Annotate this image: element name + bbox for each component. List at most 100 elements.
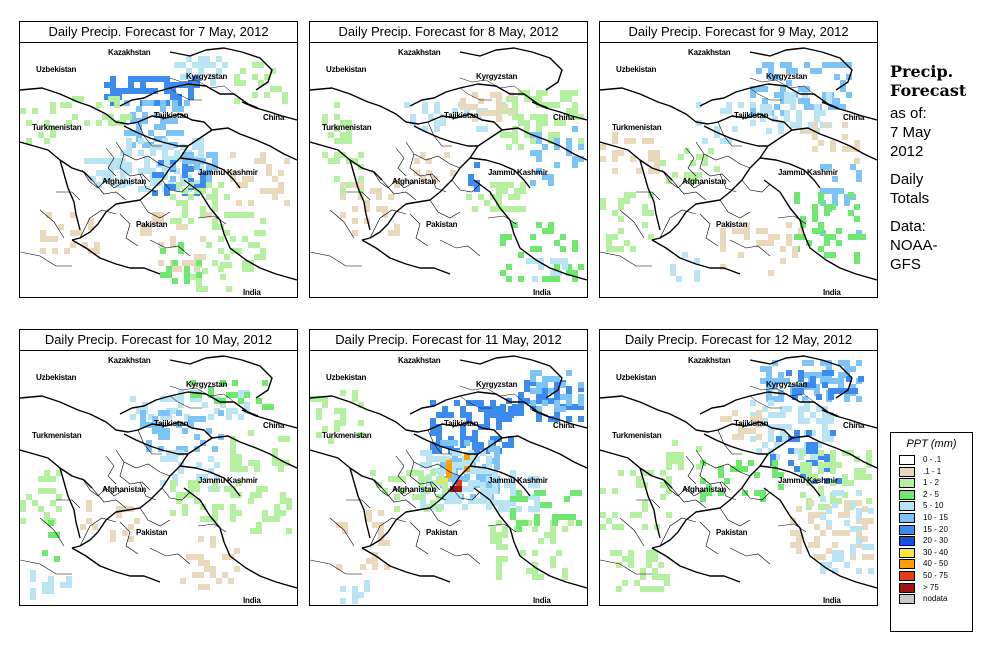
country-label-turkmenistan: Turkmenistan — [322, 123, 372, 132]
country-label-china: China — [843, 421, 865, 430]
legend-item: nodata — [891, 593, 972, 605]
country-boundaries — [310, 355, 587, 589]
legend-label: 2 - 5 — [923, 489, 940, 499]
country-label-pakistan: Pakistan — [136, 220, 168, 229]
legend-label: > 75 — [923, 582, 939, 592]
country-label-tajikistan: Tajikistan — [734, 419, 769, 428]
country-label-uzbekistan: Uzbekistan — [36, 373, 77, 382]
province-boundaries — [310, 121, 517, 267]
data-line-1: Data: — [890, 218, 926, 235]
country-label-china: China — [553, 113, 575, 122]
legend-swatch — [899, 547, 915, 558]
country-boundaries — [20, 355, 297, 589]
country-label-uzbekistan: Uzbekistan — [326, 65, 367, 74]
legend-item: 15 - 20 — [891, 524, 972, 536]
asof-line-3: 2012 — [890, 143, 924, 160]
province-boundaries — [600, 121, 807, 267]
precip-map: Kazakhstan Uzbekistan Kyrgyzstan Tajikistan… — [20, 350, 297, 605]
country-label-jammu-kashmir: Jammu Kashmir — [778, 476, 838, 485]
province-boundaries — [310, 429, 517, 575]
panel-title: Daily Precip. Forecast for 12 May, 2012 — [600, 330, 877, 351]
country-label-turkmenistan: Turkmenistan — [32, 123, 82, 132]
map-canvas — [600, 47, 877, 282]
country-label-kazakhstan: Kazakhstan — [398, 48, 441, 57]
legend-swatch — [899, 570, 915, 581]
country-label-china: China — [553, 421, 575, 430]
country-label-jammu-kashmir: Jammu Kashmir — [198, 476, 258, 485]
precip-map: Kazakhstan Uzbekistan Kyrgyzstan Tajikistan… — [310, 42, 587, 297]
legend-swatch — [899, 594, 915, 605]
province-boundaries — [600, 429, 807, 575]
asof-line-1: as of: — [890, 105, 927, 122]
legend-swatch — [899, 455, 915, 465]
country-label-afghanistan: Afghanistan — [392, 485, 437, 494]
country-label-kyrgyzstan: Kyrgyzstan — [766, 72, 808, 81]
precip-map: Kazakhstan Uzbekistan Kyrgyzstan Tajikistan… — [310, 350, 587, 605]
country-label-kazakhstan: Kazakhstan — [688, 356, 731, 365]
country-label-kyrgyzstan: Kyrgyzstan — [766, 380, 808, 389]
rivers — [749, 385, 815, 409]
country-label-uzbekistan: Uzbekistan — [326, 373, 367, 382]
legend-swatch — [899, 466, 915, 477]
precip-map: Kazakhstan Uzbekistan Kyrgyzstan Tajikistan… — [20, 42, 297, 297]
country-label-india: India — [533, 596, 551, 605]
legend-label: .1 - 1 — [923, 466, 942, 476]
country-label-kyrgyzstan: Kyrgyzstan — [476, 380, 518, 389]
legend-item: .1 - 1 — [891, 466, 972, 478]
panel-title: Daily Precip. Forecast for 10 May, 2012 — [20, 330, 297, 351]
map-canvas — [310, 355, 587, 604]
data-line-2: NOAA- — [890, 237, 938, 254]
heading-line-2: Forecast — [890, 81, 967, 100]
legend-swatch — [899, 501, 915, 512]
rivers — [459, 77, 525, 101]
country-label-turkmenistan: Turkmenistan — [322, 431, 372, 440]
country-label-afghanistan: Afghanistan — [102, 485, 147, 494]
map-canvas — [310, 47, 587, 282]
country-label-kyrgyzstan: Kyrgyzstan — [186, 72, 228, 81]
legend-swatch — [899, 489, 915, 500]
map-canvas — [600, 355, 877, 592]
country-label-tajikistan: Tajikistan — [154, 419, 189, 428]
precip-map: Kazakhstan Uzbekistan Kyrgyzstan Tajikistan… — [600, 350, 877, 605]
province-boundaries — [20, 429, 227, 575]
legend-swatch — [899, 582, 915, 593]
country-label-afghanistan: Afghanistan — [102, 177, 147, 186]
country-label-pakistan: Pakistan — [136, 528, 168, 537]
legend-item: 40 - 50 — [891, 558, 972, 570]
rivers — [169, 385, 235, 409]
forecast-panel-day5: Daily Precip. Forecast for 11 May, 2012 … — [309, 329, 588, 606]
country-label-uzbekistan: Uzbekistan — [616, 65, 657, 74]
country-boundaries — [20, 47, 297, 281]
country-label-uzbekistan: Uzbekistan — [36, 65, 77, 74]
legend-item: > 75 — [891, 582, 972, 594]
rivers — [749, 77, 815, 101]
precip-cells — [600, 62, 866, 282]
legend-swatch — [899, 512, 915, 523]
asof-line-2: 7 May — [890, 124, 931, 141]
legend-item: 1 - 2 — [891, 477, 972, 489]
country-label-jammu-kashmir: Jammu Kashmir — [778, 168, 838, 177]
country-label-tajikistan: Tajikistan — [734, 111, 769, 120]
heading-line-1: Precip. — [890, 62, 954, 81]
country-boundaries — [310, 47, 587, 281]
country-label-turkmenistan: Turkmenistan — [612, 431, 662, 440]
data-line-3: GFS — [890, 256, 921, 273]
country-label-turkmenistan: Turkmenistan — [32, 431, 82, 440]
legend-item: 10 - 15 — [891, 512, 972, 524]
country-label-afghanistan: Afghanistan — [392, 177, 437, 186]
forecast-panel-day2: Daily Precip. Forecast for 8 May, 2012 K… — [309, 21, 588, 298]
legend-swatch — [899, 559, 915, 570]
province-boundaries — [20, 121, 227, 267]
rivers — [169, 77, 235, 101]
panel-title: Daily Precip. Forecast for 11 May, 2012 — [310, 330, 587, 351]
precip-map: Kazakhstan Uzbekistan Kyrgyzstan Tajikistan… — [600, 42, 877, 297]
forecast-panel-day6: Daily Precip. Forecast for 12 May, 2012 … — [599, 329, 878, 606]
country-label-jammu-kashmir: Jammu Kashmir — [488, 168, 548, 177]
precip-cells — [600, 360, 874, 592]
forecast-panel-day3: Daily Precip. Forecast for 9 May, 2012 K… — [599, 21, 878, 298]
country-label-india: India — [243, 596, 261, 605]
legend-item: 2 - 5 — [891, 489, 972, 501]
country-label-pakistan: Pakistan — [426, 528, 458, 537]
